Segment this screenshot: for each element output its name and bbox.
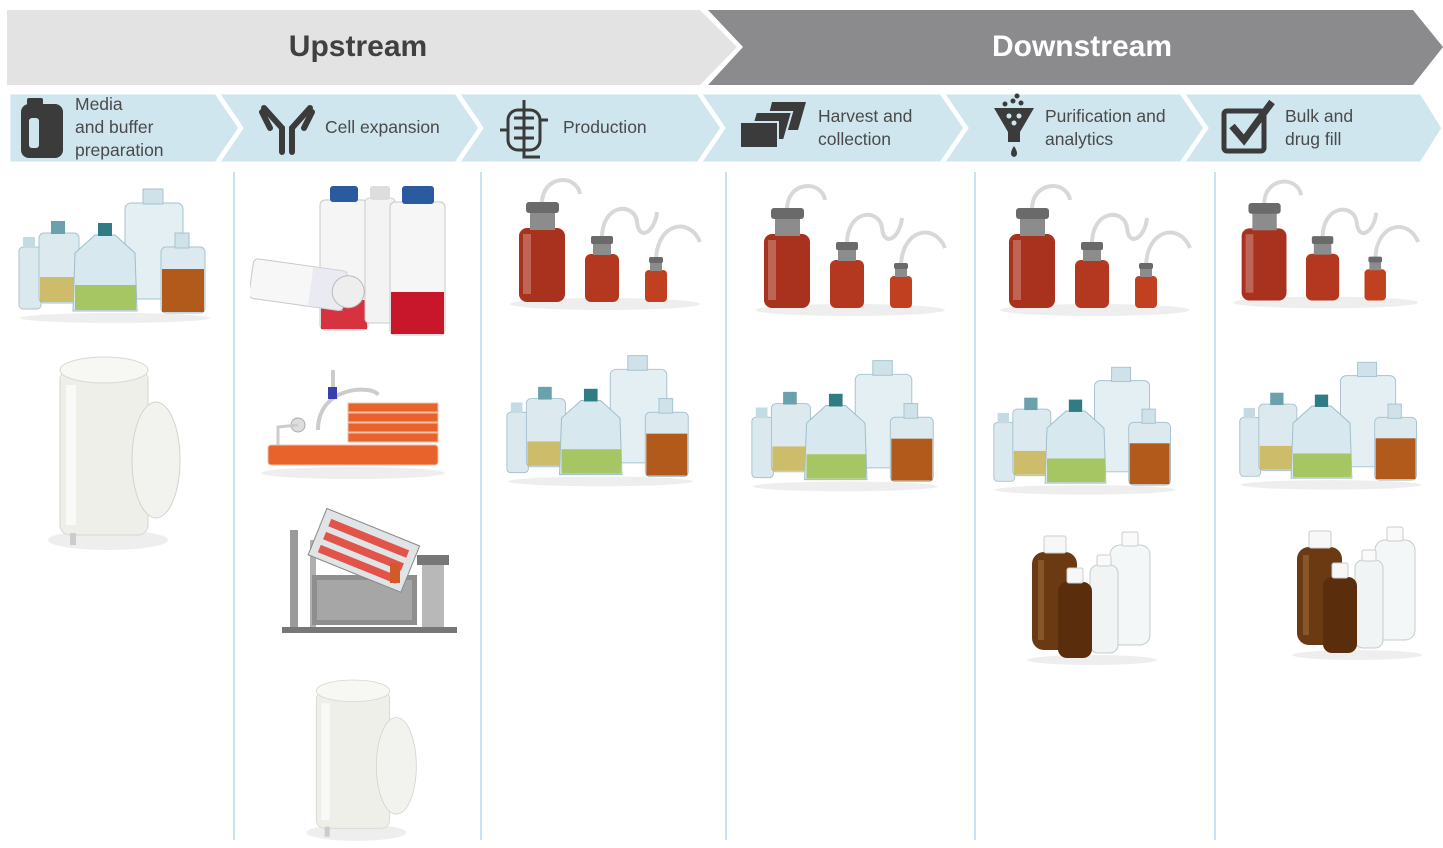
product-image bbox=[282, 508, 457, 633]
step-label-line: and buffer bbox=[75, 117, 154, 137]
upstream-label: Upstream bbox=[289, 30, 427, 63]
product-image bbox=[1240, 362, 1421, 489]
step-label-line: Purification and bbox=[1045, 106, 1166, 126]
step-label-line: Cell expansion bbox=[325, 117, 440, 137]
step-label-line: collection bbox=[818, 129, 891, 149]
product-image bbox=[1000, 186, 1190, 316]
page: {"header": {"upstream": "Upstream", "dow… bbox=[0, 0, 1443, 848]
product-image bbox=[261, 370, 445, 479]
product-image bbox=[994, 367, 1175, 494]
product-image bbox=[1292, 527, 1422, 660]
product-image bbox=[507, 356, 693, 487]
jerrycan-icon bbox=[21, 98, 63, 158]
step-label-line: preparation bbox=[75, 140, 164, 160]
downstream-label: Downstream bbox=[992, 30, 1172, 63]
workflow-diagram: Upstream Downstream bbox=[0, 0, 1443, 848]
product-image bbox=[1027, 532, 1157, 665]
product-image bbox=[19, 189, 210, 323]
product-image bbox=[48, 357, 180, 550]
product-image bbox=[248, 186, 445, 335]
product-image bbox=[510, 180, 700, 310]
step-label-line: Bulk and bbox=[1285, 106, 1353, 126]
step-label-line: Media bbox=[75, 94, 123, 114]
product-image bbox=[752, 361, 938, 492]
product-image bbox=[1233, 182, 1418, 309]
step-label: Production bbox=[563, 117, 647, 137]
step-label-line: drug fill bbox=[1285, 129, 1341, 149]
step-label-line: Harvest and bbox=[818, 106, 912, 126]
step-label-line: Production bbox=[563, 117, 647, 137]
step-label: Cell expansion bbox=[325, 117, 440, 137]
product-image bbox=[306, 680, 416, 841]
product-image bbox=[755, 186, 945, 316]
step-label-line: analytics bbox=[1045, 129, 1113, 149]
